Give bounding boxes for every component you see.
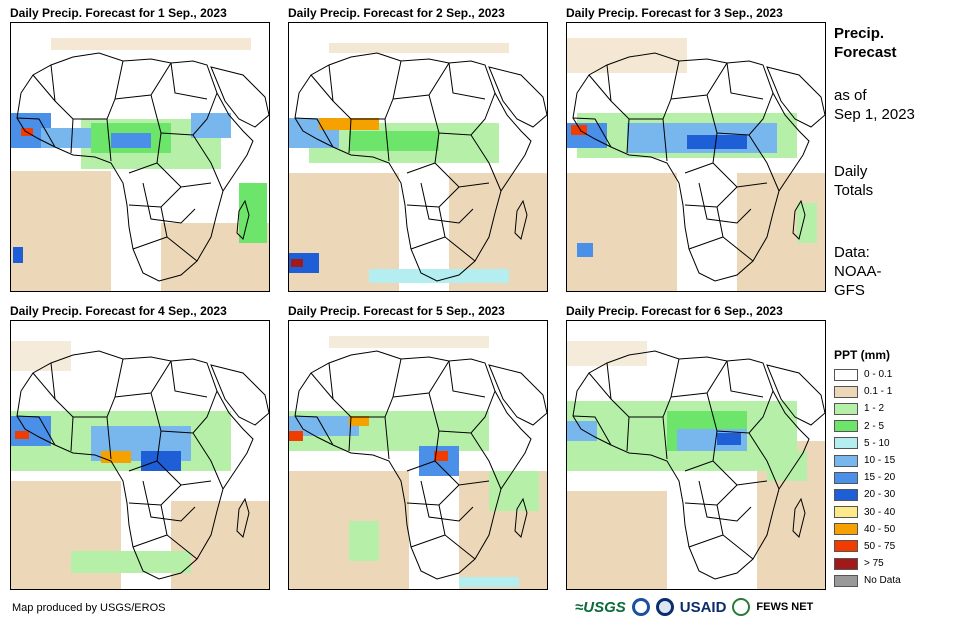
forecast-map (566, 320, 826, 590)
forecast-panel-1: Daily Precip. Forecast for 1 Sep., 2023 (10, 5, 270, 292)
legend-swatch (834, 368, 858, 381)
forecast-panel-5: Daily Precip. Forecast for 5 Sep., 2023 (288, 303, 548, 590)
legend-item: 5 - 10 (834, 435, 901, 452)
legend-item: > 75 (834, 555, 901, 572)
legend-swatch (834, 420, 858, 433)
forecast-map (10, 22, 270, 292)
legend-label: 50 - 75 (864, 540, 896, 552)
sidebar-data-line1: Data: (834, 244, 870, 261)
legend-item: 40 - 50 (834, 521, 901, 538)
noaa-seal-icon (631, 598, 650, 616)
legend-swatch (834, 471, 858, 484)
legend-swatch (834, 557, 858, 570)
panel-title: Daily Precip. Forecast for 6 Sep., 2023 (566, 304, 783, 318)
legend: PPT (mm) 0 - 0.1 0.1 - 1 1 - 2 2 - 5 5 - 10 1… (834, 348, 901, 589)
legend-title: PPT (mm) (834, 348, 891, 362)
legend-label: 5 - 10 (864, 437, 890, 449)
legend-label: 1 - 2 (864, 403, 885, 415)
legend-item: 0.1 - 1 (834, 383, 901, 400)
forecast-panel-4: Daily Precip. Forecast for 4 Sep., 2023 (10, 303, 270, 590)
sidebar-asof-line1: as of (834, 87, 867, 104)
legend-label: 10 - 15 (864, 455, 896, 467)
legend-label: > 75 (864, 558, 884, 570)
usgs-logo: ≈USGS (575, 598, 626, 616)
legend-swatch (834, 506, 858, 519)
legend-label: 30 - 40 (864, 506, 896, 518)
sidebar-asof-line2: Sep 1, 2023 (834, 106, 915, 123)
sidebar-title: Precip. Forecast (834, 24, 897, 62)
legend-item: 10 - 15 (834, 452, 901, 469)
legend-label: 2 - 5 (864, 420, 885, 432)
usaid-logo: USAID (679, 598, 727, 616)
legend-label: 40 - 50 (864, 523, 896, 535)
legend-item: 15 - 20 (834, 469, 901, 486)
legend-swatch (834, 523, 858, 536)
legend-swatch (834, 540, 858, 553)
forecast-map (288, 22, 548, 292)
sidebar-data-line2: NOAA- (834, 263, 882, 280)
panel-title: Daily Precip. Forecast for 3 Sep., 2023 (566, 6, 783, 20)
fews-net-logo: FEWS NET (756, 601, 814, 613)
fews-globe-icon (732, 598, 751, 616)
legend-label: No Data (864, 575, 901, 587)
legend-swatch (834, 402, 858, 415)
sidebar-title-line2: Forecast (834, 44, 897, 61)
legend-swatch (834, 574, 858, 587)
panel-title: Daily Precip. Forecast for 2 Sep., 2023 (288, 6, 505, 20)
legend-item: 30 - 40 (834, 504, 901, 521)
map-credit: Map produced by USGS/EROS (12, 602, 166, 614)
legend-swatch (834, 454, 858, 467)
sidebar-totals-line1: Daily (834, 163, 868, 180)
legend-label: 20 - 30 (864, 489, 896, 501)
legend-item: 20 - 30 (834, 486, 901, 503)
legend-swatch (834, 437, 858, 450)
legend-swatch (834, 385, 858, 398)
sidebar-data-source: Data: NOAA- GFS (834, 243, 882, 300)
legend-label: 0.1 - 1 (864, 386, 893, 398)
legend-rows: 0 - 0.1 0.1 - 1 1 - 2 2 - 5 5 - 10 10 - 15 15 … (834, 366, 901, 589)
sidebar-data-line3: GFS (834, 282, 865, 299)
usaid-seal-icon (655, 598, 674, 616)
forecast-map (566, 22, 826, 292)
legend-item: 0 - 0.1 (834, 366, 901, 383)
logo-strip: ≈USGS USAID FEWS NET (575, 596, 813, 618)
forecast-map (288, 320, 548, 590)
sidebar-asof: as of Sep 1, 2023 (834, 86, 915, 124)
panel-title: Daily Precip. Forecast for 1 Sep., 2023 (10, 6, 227, 20)
legend-swatch (834, 488, 858, 501)
forecast-panel-2: Daily Precip. Forecast for 2 Sep., 2023 (288, 5, 548, 292)
forecast-panel-6: Daily Precip. Forecast for 6 Sep., 2023 (566, 303, 826, 590)
sidebar-title-line1: Precip. (834, 25, 885, 42)
panel-title: Daily Precip. Forecast for 4 Sep., 2023 (10, 304, 227, 318)
forecast-map (10, 320, 270, 590)
legend-label: 15 - 20 (864, 472, 896, 484)
forecast-panel-3: Daily Precip. Forecast for 3 Sep., 2023 (566, 5, 826, 292)
legend-item: 2 - 5 (834, 418, 901, 435)
legend-item: No Data (834, 572, 901, 589)
legend-item: 50 - 75 (834, 538, 901, 555)
legend-item: 1 - 2 (834, 400, 901, 417)
panel-title: Daily Precip. Forecast for 5 Sep., 2023 (288, 304, 505, 318)
legend-label: 0 - 0.1 (864, 369, 893, 381)
sidebar-totals-line2: Totals (834, 182, 874, 199)
sidebar-totals: Daily Totals (834, 162, 873, 200)
